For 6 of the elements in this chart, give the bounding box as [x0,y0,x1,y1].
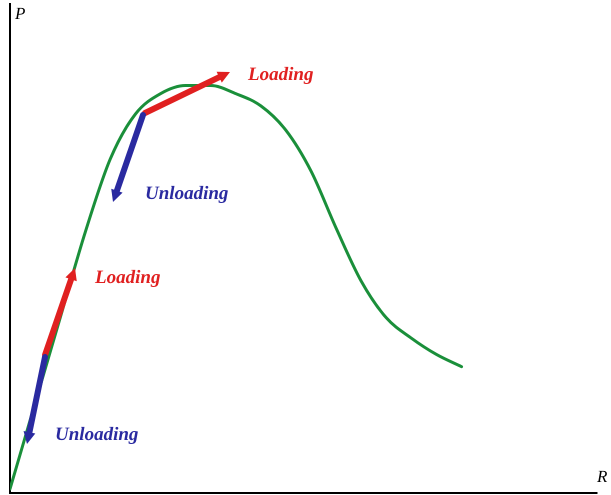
annotation: Loading [95,267,160,289]
annotation: Unloading [145,183,228,205]
text: Loading [248,64,314,86]
annotation: Unloading [55,424,138,446]
text: R [597,467,608,487]
y-axis-title: P [14,4,26,23]
